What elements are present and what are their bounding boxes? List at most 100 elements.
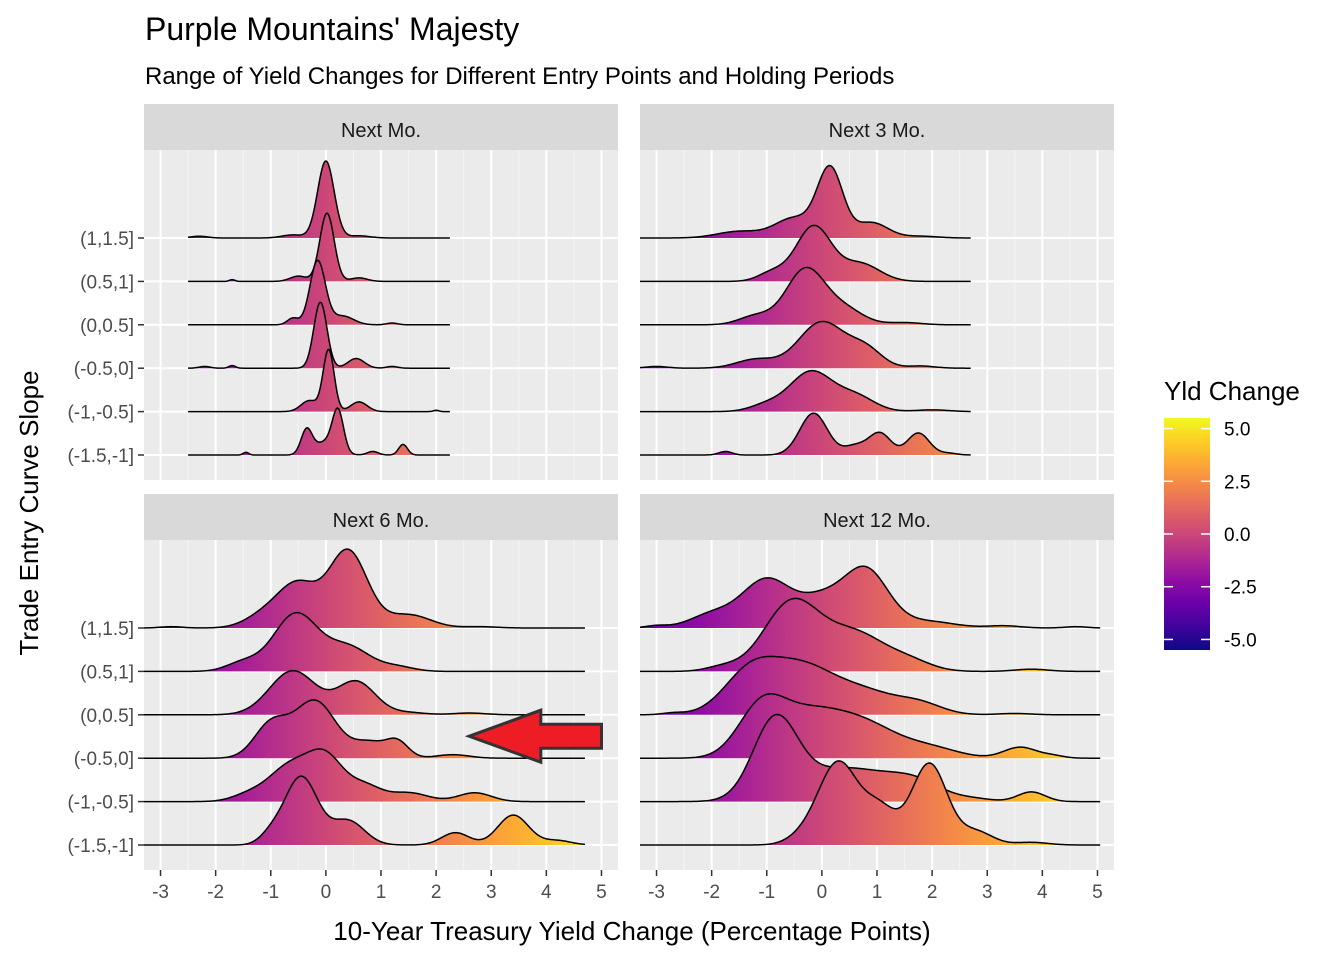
y-tick-label: (0.5,1] [80, 272, 134, 293]
facet-label: Next 6 Mo. [333, 510, 430, 532]
color-legend: Yld Change 5.0 2.5 0.0 -2.5 -5.0 [1164, 376, 1300, 651]
ridge-line-(-1,-0.5] [144, 748, 585, 803]
ridge-line-(-1,-0.5] [640, 369, 971, 413]
facet-next-3-mo-: Next 3 Mo. [640, 104, 1114, 480]
y-tick-label: (-1.5,-1] [67, 446, 134, 467]
ridge-area-(-1.5,-1] [188, 408, 450, 455]
y-tick-label: (-1,-0.5] [67, 403, 134, 424]
ridge-area-(1,1.5] [640, 165, 971, 238]
ridge-area-(-0.5,0] [144, 699, 585, 759]
y-tick-label: (1,1.5] [80, 229, 134, 250]
ridge-line-(0.5,1] [640, 224, 971, 283]
ridge-line-(0,0.5] [640, 655, 1101, 716]
x-tick-label: -3 [152, 882, 169, 903]
ridge-area-(-1.5,-1] [640, 760, 1101, 845]
y-tick-label: (-0.5,0] [74, 749, 134, 770]
x-axis-title: 10-Year Treasury Yield Change (Percentag… [333, 916, 930, 946]
ridge-line-(-0.5,0] [640, 320, 971, 369]
ridge-area-(0.5,1] [144, 612, 585, 672]
x-tick-label: -2 [207, 882, 224, 903]
facet-strip [640, 494, 1114, 540]
facet-label: Next 12 Mo. [823, 510, 931, 532]
chart-title: Purple Mountains' Majesty [145, 11, 519, 47]
ridge-line-(-0.5,0] [640, 693, 1101, 759]
x-tick-label: -1 [262, 882, 279, 903]
ridges [640, 565, 1101, 846]
ridge-area-(1,1.5] [640, 566, 1101, 628]
ridge-area-(0,0.5] [144, 670, 585, 715]
ridge-line-(0,0.5] [188, 259, 450, 326]
ridge-line-(0.5,1] [640, 597, 1101, 673]
ridge-line-(-1.5,-1] [144, 775, 585, 846]
ridge-line-(-1.5,-1] [640, 760, 1101, 846]
ridge-area-(0.5,1] [640, 225, 971, 282]
ridge-line-(1,1.5] [640, 164, 971, 239]
ridge-area-(0,0.5] [640, 267, 971, 325]
facet-panels: Next Mo. (-1.5,-1] (-1,-0.5] (-0.5,0] (0,0.5… [67, 104, 1114, 903]
x-tick-label: 1 [872, 882, 883, 903]
ridge-line-(0,0.5] [640, 266, 971, 326]
ridge-area-(1,1.5] [144, 549, 585, 628]
x-tick-label: -3 [648, 882, 665, 903]
ridges [144, 548, 585, 846]
ridge-area-(-1,-0.5] [144, 748, 585, 802]
ridge-area-(-0.5,0] [640, 321, 971, 369]
x-tick-label: 2 [431, 882, 442, 903]
facet-strip [144, 104, 618, 150]
legend-tick-label: 0.0 [1224, 525, 1250, 546]
legend-tick-label: 5.0 [1224, 420, 1250, 441]
x-tick-label: 3 [982, 882, 993, 903]
legend-tick-label: 2.5 [1224, 472, 1250, 493]
ridge-line-(-0.5,0] [188, 301, 450, 369]
ridge-line-(0.5,1] [188, 212, 450, 283]
x-tick-label: 3 [486, 882, 497, 903]
ridge-area-(1,1.5] [188, 160, 450, 238]
x-tick-label: 5 [1092, 882, 1103, 903]
y-tick-label: (-1.5,-1] [67, 836, 134, 857]
ridge-line-(1,1.5] [144, 548, 585, 629]
ridge-area-(-1,-0.5] [640, 714, 1101, 802]
facet-next-6-mo-: Next 6 Mo. (-1.5,-1] (-1,-0.5] (-0.5,0] (0,0… [67, 494, 618, 903]
ridge-line-(1,1.5] [188, 160, 450, 239]
facet-label: Next Mo. [341, 120, 421, 142]
ridge-line-(-1,-0.5] [640, 713, 1101, 803]
ridge-area-(0,0.5] [188, 260, 450, 325]
facet-next-12-mo-: Next 12 Mo. -3 -2 -1 0 1 2 3 4 5 [640, 494, 1114, 903]
ridge-area-(0,0.5] [640, 656, 1101, 715]
facet-label: Next 3 Mo. [829, 120, 926, 142]
facet-strip [144, 494, 618, 540]
facet-next-mo-: Next Mo. (-1.5,-1] (-1,-0.5] (-0.5,0] (0,0.5… [67, 104, 618, 480]
ridge-line-(-1.5,-1] [188, 407, 450, 456]
y-tick-label: (0,0.5] [80, 706, 134, 727]
x-tick-label: 4 [541, 882, 552, 903]
ridge-line-(1,1.5] [640, 565, 1101, 629]
x-tick-label: 4 [1037, 882, 1048, 903]
annotation-arrow [464, 708, 603, 765]
ridge-area-(-0.5,0] [640, 693, 1101, 759]
y-tick-label: (0,0.5] [80, 316, 134, 337]
x-tick-label: 5 [596, 882, 607, 903]
ridge-area-(-1,-0.5] [188, 349, 450, 412]
ridge-line-(-1.5,-1] [640, 412, 971, 456]
ridges [640, 164, 971, 456]
ridge-line-(-1,-0.5] [188, 348, 450, 413]
x-tick-label: 2 [927, 882, 938, 903]
x-tick-label: 0 [321, 882, 332, 903]
legend-tick-label: -5.0 [1224, 630, 1257, 651]
ridge-area-(-0.5,0] [188, 302, 450, 369]
ridge-line-(0.5,1] [144, 611, 585, 673]
y-tick-label: (-1,-0.5] [67, 793, 134, 814]
legend-title: Yld Change [1164, 376, 1300, 406]
ridge-line-(-0.5,0] [144, 699, 585, 759]
ridge-area-(-1.5,-1] [640, 413, 971, 455]
ridge-line-(0,0.5] [144, 669, 585, 716]
chart-subtitle: Range of Yield Changes for Different Ent… [145, 63, 894, 90]
x-tick-label: -1 [758, 882, 775, 903]
x-tick-label: -2 [703, 882, 720, 903]
y-axis-title: Trade Entry Curve Slope [14, 370, 44, 655]
ridges [188, 160, 450, 456]
y-tick-label: (0.5,1] [80, 662, 134, 683]
x-tick-label: 0 [817, 882, 828, 903]
facet-strip [640, 104, 1114, 150]
